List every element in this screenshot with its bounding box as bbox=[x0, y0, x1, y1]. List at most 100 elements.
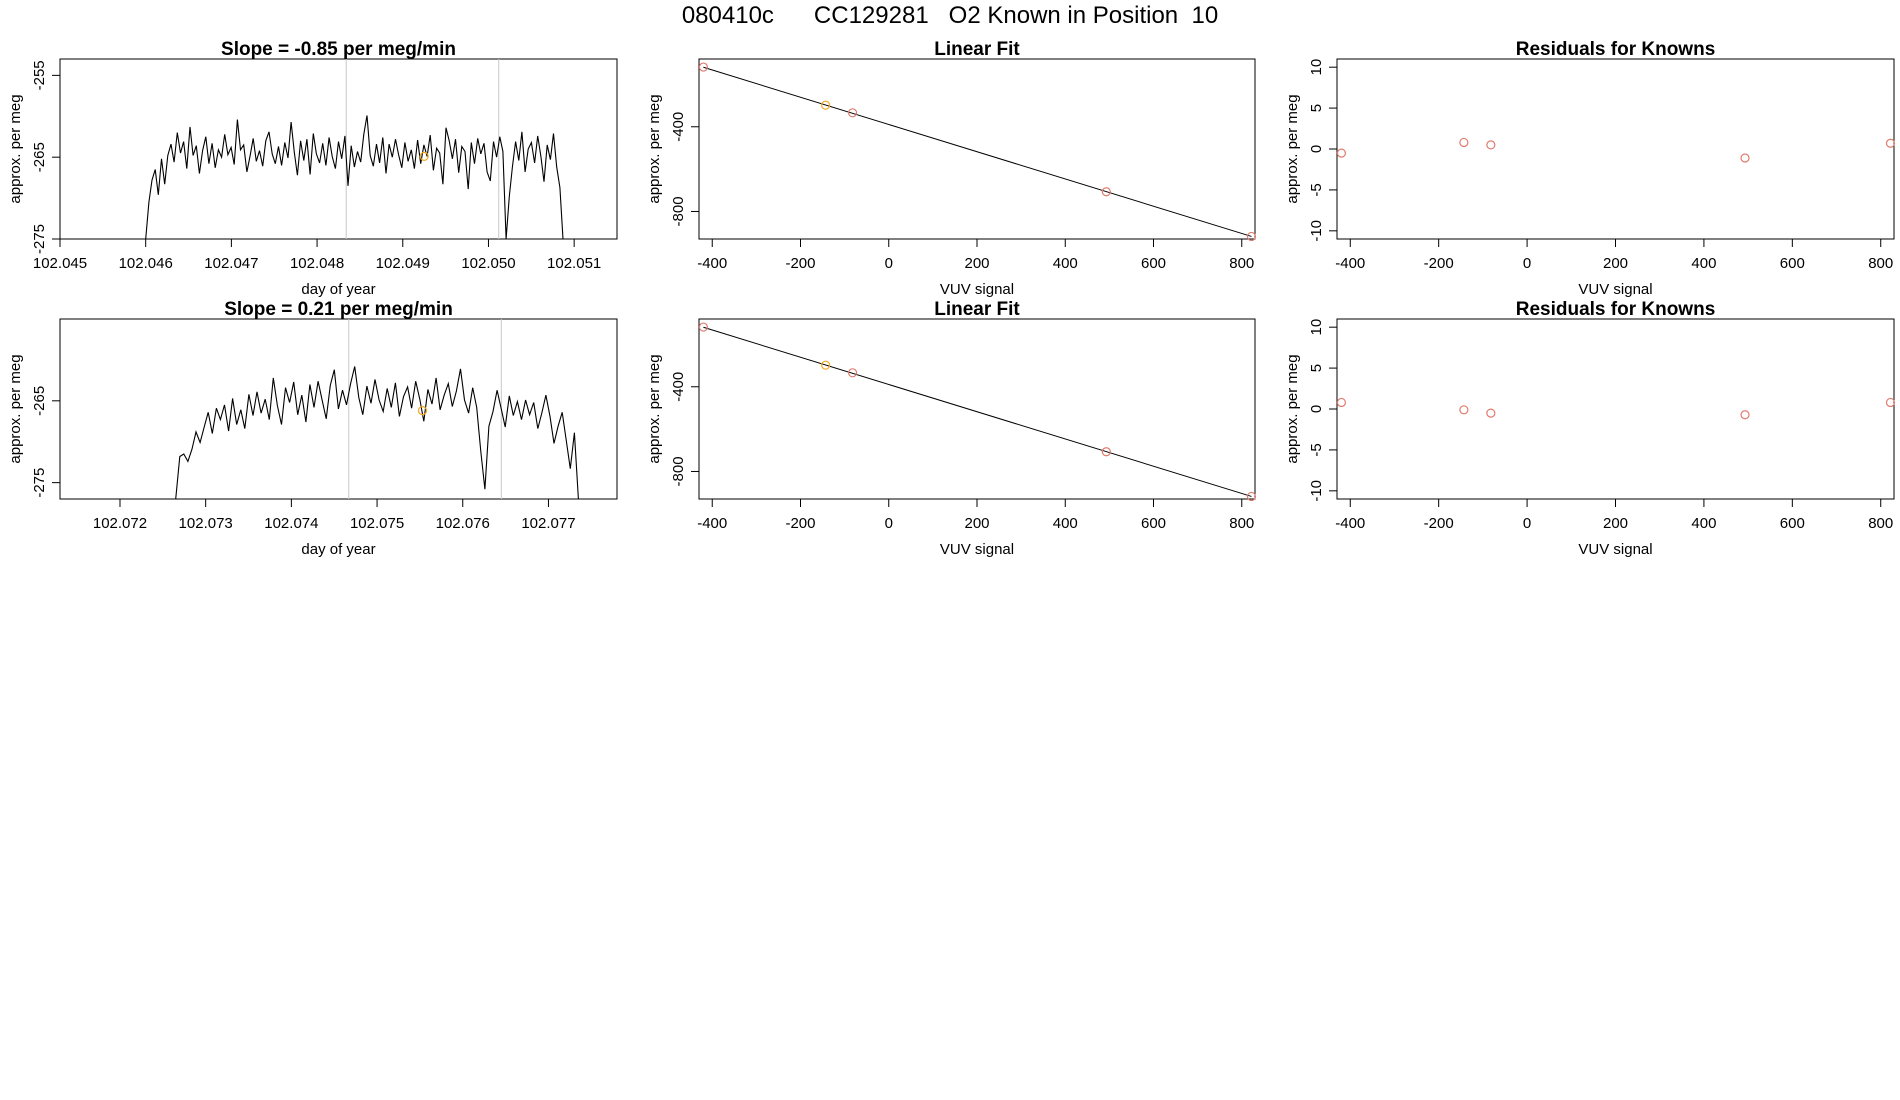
fit1-x-tick-label: 800 bbox=[1229, 255, 1254, 272]
fit1-data-point bbox=[821, 100, 831, 110]
res2-x-tick-label: 400 bbox=[1691, 515, 1716, 532]
fit2-x-tick-label: 400 bbox=[1053, 515, 1078, 532]
fit2-data-point bbox=[698, 322, 709, 332]
fit2-data-point bbox=[821, 360, 831, 370]
fit1-x-tick-label: -400 bbox=[697, 255, 727, 272]
ts2-x-axis-label: day of year bbox=[301, 541, 375, 558]
ts2-x-tick-label: 102.077 bbox=[521, 515, 575, 532]
fit2-fit-line bbox=[703, 326, 1252, 497]
res2-data-point bbox=[1885, 397, 1896, 408]
ts1-y-tick-label: -275 bbox=[31, 224, 48, 254]
ts2-x-tick-label: 102.076 bbox=[436, 515, 490, 532]
ts1-x-tick-label: 102.049 bbox=[376, 255, 430, 272]
ts1-x-tick-label: 102.047 bbox=[204, 255, 258, 272]
ts1-highlight-point bbox=[419, 151, 429, 161]
res1-y-axis-label: approx. per meg bbox=[1284, 94, 1301, 203]
res1-x-tick-label: 400 bbox=[1691, 255, 1716, 272]
res2-data-point bbox=[1486, 408, 1496, 418]
fit1-data-point bbox=[847, 108, 858, 118]
res2-x-tick-label: 200 bbox=[1603, 515, 1628, 532]
res1-x-tick-label: -400 bbox=[1335, 255, 1365, 272]
res1-data-point bbox=[1740, 153, 1750, 163]
fit2-x-tick-label: -400 bbox=[697, 515, 727, 532]
res1-data-point bbox=[1486, 140, 1496, 150]
fit1-y-axis-label: approx. per meg bbox=[646, 94, 663, 203]
fit2-x-tick-label: -200 bbox=[785, 515, 815, 532]
ts2-highlight-point bbox=[417, 406, 428, 416]
res1-y-tick-label: -5 bbox=[1308, 183, 1325, 196]
ts1-x-tick-label: 102.048 bbox=[290, 255, 344, 272]
fit2-x-tick-label: 200 bbox=[964, 515, 989, 532]
fit2-x-tick-label: 0 bbox=[885, 515, 893, 532]
page-title: 080410c CC129281 O2 Known in Position 10 bbox=[681, 2, 1219, 29]
ts1-y-tick-label: -265 bbox=[31, 142, 48, 172]
fit1-data-point bbox=[698, 62, 709, 72]
ts1-x-tick-label: 102.046 bbox=[119, 255, 173, 272]
res1-y-tick-label: 10 bbox=[1308, 59, 1325, 76]
fit2-title: Linear Fit bbox=[934, 299, 1020, 320]
res2-y-tick-label: -10 bbox=[1308, 480, 1325, 502]
fit2-data-point bbox=[1101, 447, 1111, 457]
res1-y-tick-label: 5 bbox=[1308, 104, 1325, 112]
res2-x-tick-label: 600 bbox=[1780, 515, 1805, 532]
ts2-y-tick-label: -265 bbox=[31, 386, 48, 416]
res2-plot-frame bbox=[1336, 318, 1895, 500]
res2-y-tick-label: 10 bbox=[1308, 319, 1325, 336]
ts2-x-tick-label: 102.073 bbox=[179, 515, 233, 532]
ts2-plot-frame bbox=[59, 318, 618, 500]
res2-data-point bbox=[1459, 405, 1469, 415]
res2-data-point bbox=[1336, 397, 1347, 408]
res2-x-tick-label: 800 bbox=[1868, 515, 1893, 532]
fit1-data-point bbox=[1101, 187, 1111, 197]
res2-x-tick-label: -200 bbox=[1424, 515, 1454, 532]
fit1-data-point bbox=[1246, 231, 1257, 242]
fit2-y-tick-label: -400 bbox=[670, 372, 687, 402]
ts2-series-line bbox=[175, 366, 579, 499]
ts1-title: Slope = -0.85 per meg/min bbox=[221, 39, 456, 60]
res2-y-axis-label: approx. per meg bbox=[1284, 354, 1301, 463]
fit1-y-tick-label: -800 bbox=[670, 196, 687, 226]
ts1-series-line bbox=[145, 115, 564, 239]
res2-title: Residuals for Knowns bbox=[1516, 299, 1716, 320]
fit2-y-axis-label: approx. per meg bbox=[646, 354, 663, 463]
res2-y-tick-label: 0 bbox=[1308, 405, 1325, 413]
res1-x-tick-label: 200 bbox=[1603, 255, 1628, 272]
fit1-y-tick-label: -400 bbox=[670, 112, 687, 142]
res1-title: Residuals for Knowns bbox=[1516, 39, 1716, 60]
fit1-x-tick-label: 600 bbox=[1141, 255, 1166, 272]
res1-plot-frame bbox=[1336, 58, 1895, 240]
fit2-data-point bbox=[847, 368, 858, 378]
ts1-x-tick-label: 102.045 bbox=[33, 255, 87, 272]
res1-data-point bbox=[1459, 137, 1469, 148]
res1-x-tick-label: 0 bbox=[1523, 255, 1531, 272]
res1-data-point bbox=[1336, 148, 1347, 158]
ts1-x-axis-label: day of year bbox=[301, 281, 375, 298]
ts2-title: Slope = 0.21 per meg/min bbox=[224, 299, 453, 320]
fit2-x-axis-label: VUV signal bbox=[940, 541, 1014, 558]
res1-x-tick-label: 800 bbox=[1868, 255, 1893, 272]
ts2-x-tick-label: 102.074 bbox=[264, 515, 318, 532]
res1-x-axis-label: VUV signal bbox=[1578, 281, 1652, 298]
res2-y-tick-label: 5 bbox=[1308, 364, 1325, 372]
ts1-x-tick-label: 102.051 bbox=[547, 255, 601, 272]
res1-x-tick-label: -200 bbox=[1424, 255, 1454, 272]
res1-data-point bbox=[1885, 138, 1896, 148]
ts1-y-tick-label: -255 bbox=[31, 60, 48, 90]
fit2-data-point bbox=[1246, 491, 1257, 502]
res2-x-tick-label: 0 bbox=[1523, 515, 1531, 532]
res2-y-tick-label: -5 bbox=[1308, 443, 1325, 456]
fit1-x-tick-label: 200 bbox=[964, 255, 989, 272]
fit1-x-tick-label: 0 bbox=[885, 255, 893, 272]
res1-y-tick-label: 0 bbox=[1308, 145, 1325, 153]
fit1-x-tick-label: 400 bbox=[1053, 255, 1078, 272]
res2-x-axis-label: VUV signal bbox=[1578, 541, 1652, 558]
ts1-x-tick-label: 102.050 bbox=[461, 255, 515, 272]
res1-x-tick-label: 600 bbox=[1780, 255, 1805, 272]
fit2-x-tick-label: 800 bbox=[1229, 515, 1254, 532]
res2-data-point bbox=[1740, 410, 1750, 420]
res2-x-tick-label: -400 bbox=[1335, 515, 1365, 532]
res1-y-tick-label: -10 bbox=[1308, 220, 1325, 242]
ts1-plot-frame bbox=[59, 58, 618, 240]
ts1-y-axis-label: approx. per meg bbox=[7, 94, 24, 203]
